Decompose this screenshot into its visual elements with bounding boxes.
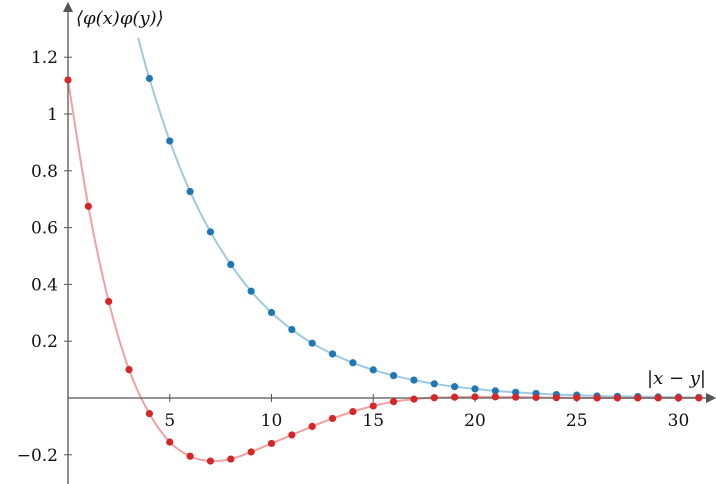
- data-point: [451, 383, 459, 391]
- data-point: [654, 394, 662, 402]
- x-tick-label: 15: [362, 411, 384, 431]
- x-tick-label: 30: [668, 411, 690, 431]
- series-curve: [67, 79, 699, 463]
- data-point: [552, 394, 561, 402]
- data-point: [125, 366, 133, 374]
- data-point: [227, 455, 235, 463]
- data-point: [186, 452, 194, 460]
- y-tick-label: −0.2: [17, 446, 58, 466]
- data-point: [430, 394, 438, 402]
- series-curve: [137, 37, 699, 399]
- ticks: 5 10 15 20 25 30 −0.2 0.2 0.4 0.6 0.8 1 1.2: [17, 48, 690, 466]
- y-axis-label: ⟨φ(x)φ(y)⟩: [76, 8, 164, 29]
- data-point: [491, 387, 499, 395]
- y-tick-label: 1.2: [31, 48, 58, 68]
- data-point: [593, 394, 601, 402]
- data-point: [369, 366, 377, 374]
- data-point: [328, 414, 337, 423]
- x-tick-label: 20: [464, 411, 486, 431]
- data-point: [390, 371, 398, 380]
- data-point: [206, 457, 215, 465]
- data-point: [288, 431, 296, 439]
- data-point: [267, 439, 276, 448]
- y-tick-label: 0.2: [31, 332, 58, 352]
- data-point: [267, 308, 276, 317]
- data-point: [512, 393, 520, 401]
- y-tick-label: 0.6: [31, 219, 58, 239]
- data-point: [328, 350, 337, 358]
- data-point: [634, 394, 642, 402]
- data-point: [573, 394, 581, 402]
- data-point: [471, 393, 479, 401]
- data-point: [349, 408, 357, 416]
- data-point: [695, 394, 703, 402]
- data-point: [410, 376, 418, 384]
- data-point: [247, 287, 255, 295]
- data-point: [145, 410, 153, 418]
- data-point: [613, 394, 622, 402]
- data-point: [491, 393, 499, 401]
- data-point: [247, 448, 255, 456]
- y-tick-label: 0.8: [31, 162, 58, 182]
- x-tick-label: 5: [164, 411, 175, 431]
- data-point: [166, 438, 174, 446]
- data-point: [288, 325, 296, 334]
- axes: [62, 1, 716, 484]
- data-point: [674, 394, 683, 402]
- data-point: [410, 395, 418, 403]
- data-point: [206, 228, 215, 236]
- data-point: [64, 76, 72, 84]
- data-point: [430, 380, 438, 388]
- data-point: [308, 422, 316, 430]
- y-tick-label: 0.4: [31, 275, 58, 295]
- y-tick-label: 1: [47, 105, 58, 125]
- data-point: [166, 137, 174, 145]
- data-point: [451, 393, 459, 401]
- data-points: [64, 74, 703, 465]
- data-point: [369, 402, 377, 410]
- x-axis-label: |x − y|: [647, 368, 706, 389]
- x-tick-label: 25: [566, 411, 588, 431]
- data-point: [532, 393, 540, 402]
- data-point: [308, 339, 316, 347]
- data-point: [105, 297, 113, 306]
- x-tick-label: 10: [261, 411, 283, 431]
- data-point: [145, 74, 153, 83]
- data-point: [390, 398, 398, 406]
- data-point: [84, 202, 92, 210]
- data-point: [186, 187, 194, 196]
- data-point: [349, 359, 357, 367]
- data-point: [471, 385, 479, 393]
- data-point: [227, 260, 235, 269]
